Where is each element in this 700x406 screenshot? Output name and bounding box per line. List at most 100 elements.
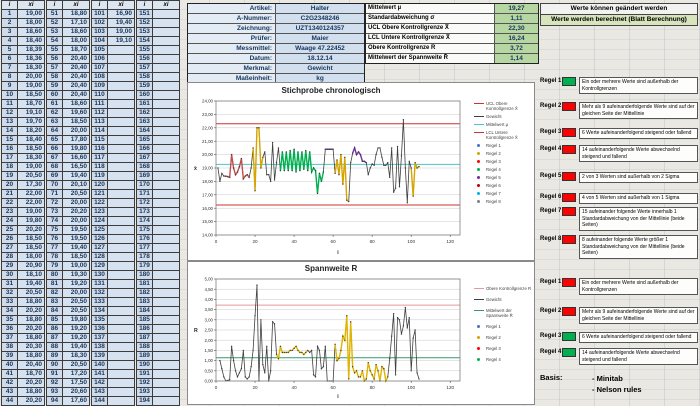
value-cell[interactable]: 20,40 xyxy=(63,55,90,64)
value-cell[interactable]: 20,30 xyxy=(18,343,45,352)
value-cell[interactable]: 19,00 xyxy=(108,28,135,37)
stat-value[interactable]: 3,72 xyxy=(495,44,538,53)
value-cell[interactable]: 20,20 xyxy=(63,208,90,217)
value-cell[interactable]: 19,20 xyxy=(63,325,90,334)
value-cell[interactable]: 17,80 xyxy=(63,136,90,145)
value-cell[interactable] xyxy=(153,244,180,253)
value-cell[interactable]: 20,00 xyxy=(18,73,45,82)
value-cell[interactable]: 19,10 xyxy=(18,109,45,118)
value-cell[interactable] xyxy=(108,145,135,154)
value-cell[interactable] xyxy=(108,226,135,235)
value-cell[interactable]: 17,50 xyxy=(63,379,90,388)
value-cell[interactable] xyxy=(108,163,135,172)
value-cell[interactable] xyxy=(153,280,180,289)
value-cell[interactable] xyxy=(153,118,180,127)
form-value[interactable]: Waage 47.22452 xyxy=(276,44,364,53)
form-value[interactable]: UZT1340124357 xyxy=(276,24,364,33)
value-cell[interactable]: 20,50 xyxy=(63,190,90,199)
value-cell[interactable] xyxy=(153,91,180,100)
value-cell[interactable] xyxy=(108,289,135,298)
value-cell[interactable] xyxy=(153,73,180,82)
value-cell[interactable] xyxy=(108,217,135,226)
value-cell[interactable] xyxy=(108,253,135,262)
value-cell[interactable]: 18,00 xyxy=(18,253,45,262)
value-cell[interactable]: 18,80 xyxy=(18,334,45,343)
value-cell[interactable]: 18,50 xyxy=(18,244,45,253)
value-cell[interactable] xyxy=(153,109,180,118)
value-cell[interactable]: 18,40 xyxy=(18,37,45,46)
value-cell[interactable] xyxy=(108,91,135,100)
value-cell[interactable]: 18,30 xyxy=(63,352,90,361)
value-cell[interactable] xyxy=(153,82,180,91)
value-cell[interactable]: 18,30 xyxy=(18,64,45,73)
value-cell[interactable] xyxy=(153,316,180,325)
value-cell[interactable] xyxy=(108,100,135,109)
value-cell[interactable] xyxy=(108,46,135,55)
value-cell[interactable] xyxy=(153,100,180,109)
value-cell[interactable]: 19,00 xyxy=(18,82,45,91)
value-cell[interactable]: 19,30 xyxy=(63,271,90,280)
value-cell[interactable]: 20,40 xyxy=(63,73,90,82)
value-cell[interactable] xyxy=(153,253,180,262)
value-cell[interactable]: 18,40 xyxy=(18,136,45,145)
value-cell[interactable]: 20,00 xyxy=(63,127,90,136)
value-cell[interactable] xyxy=(108,109,135,118)
value-cell[interactable] xyxy=(108,73,135,82)
value-cell[interactable]: 20,50 xyxy=(63,298,90,307)
value-cell[interactable] xyxy=(108,82,135,91)
value-cell[interactable]: 18,36 xyxy=(18,55,45,64)
value-cell[interactable]: 19,40 xyxy=(63,343,90,352)
value-cell[interactable]: 19,50 xyxy=(63,226,90,235)
value-cell[interactable]: 18,80 xyxy=(18,352,45,361)
value-cell[interactable] xyxy=(108,334,135,343)
value-cell[interactable]: 18,00 xyxy=(18,19,45,28)
value-cell[interactable] xyxy=(108,118,135,127)
value-cell[interactable] xyxy=(108,388,135,397)
value-cell[interactable]: 19,80 xyxy=(63,316,90,325)
value-cell[interactable]: 17,30 xyxy=(18,181,45,190)
stat-value[interactable]: 1,11 xyxy=(495,14,538,23)
value-cell[interactable]: 19,00 xyxy=(18,208,45,217)
value-cell[interactable] xyxy=(153,37,180,46)
value-cell[interactable]: 20,20 xyxy=(18,379,45,388)
value-cell[interactable]: 20,00 xyxy=(63,199,90,208)
value-cell[interactable]: 18,80 xyxy=(18,316,45,325)
value-cell[interactable]: 18,20 xyxy=(18,127,45,136)
value-cell[interactable] xyxy=(108,172,135,181)
value-cell[interactable]: 16,90 xyxy=(108,10,135,19)
form-value[interactable]: Gewicht xyxy=(276,64,364,73)
value-cell[interactable]: 19,40 xyxy=(63,172,90,181)
value-cell[interactable]: 19,40 xyxy=(108,19,135,28)
value-cell[interactable]: 18,60 xyxy=(18,28,45,37)
value-cell[interactable]: 20,40 xyxy=(18,361,45,370)
value-cell[interactable]: 20,40 xyxy=(63,91,90,100)
value-cell[interactable] xyxy=(108,235,135,244)
value-cell[interactable] xyxy=(108,190,135,199)
value-cell[interactable] xyxy=(108,181,135,190)
value-cell[interactable]: 18,50 xyxy=(18,91,45,100)
value-cell[interactable] xyxy=(108,154,135,163)
value-cell[interactable]: 19,70 xyxy=(18,118,45,127)
value-cell[interactable] xyxy=(153,226,180,235)
value-cell[interactable]: 20,20 xyxy=(18,226,45,235)
value-cell[interactable]: 18,80 xyxy=(63,10,90,19)
value-cell[interactable] xyxy=(153,388,180,397)
value-cell[interactable]: 18,80 xyxy=(18,298,45,307)
value-cell[interactable] xyxy=(153,64,180,73)
value-cell[interactable]: 19,10 xyxy=(108,37,135,46)
value-cell[interactable] xyxy=(153,289,180,298)
value-cell[interactable] xyxy=(108,361,135,370)
value-cell[interactable]: 20,60 xyxy=(63,388,90,397)
value-cell[interactable] xyxy=(108,325,135,334)
value-cell[interactable] xyxy=(108,244,135,253)
value-cell[interactable] xyxy=(153,370,180,379)
value-cell[interactable]: 20,50 xyxy=(18,289,45,298)
value-cell[interactable] xyxy=(108,64,135,73)
stat-value[interactable]: 16,24 xyxy=(495,34,538,43)
value-cell[interactable] xyxy=(153,181,180,190)
value-cell[interactable] xyxy=(153,154,180,163)
value-cell[interactable] xyxy=(153,343,180,352)
r-chart[interactable]: Spannweite R 0 20 40 60 80 100 120 0,00 0,50 1,00… xyxy=(187,261,535,405)
value-cell[interactable] xyxy=(153,262,180,271)
value-cell[interactable]: 18,80 xyxy=(18,388,45,397)
